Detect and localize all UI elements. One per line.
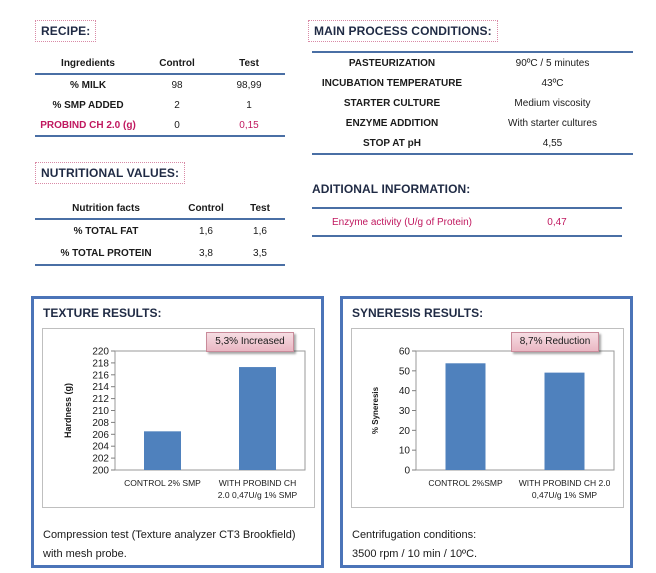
- bar: [144, 431, 181, 470]
- y-tick-label: 40: [399, 386, 411, 397]
- process-row-label: INCUBATION TEMPERATURE: [321, 77, 463, 89]
- syneresis-caption: Centrifugation conditions: 3500 rpm / 10…: [352, 526, 477, 564]
- recipe-header-test: Test: [213, 53, 285, 75]
- texture-caption: Compression test (Texture analyzer CT3 B…: [43, 526, 295, 564]
- additional-label: Enzyme activity (U/g of Protein): [312, 207, 492, 237]
- nutrition-row-control: 1,6: [199, 225, 213, 237]
- process-row-label: STOP AT pH: [312, 133, 472, 155]
- category-label: 0,47U/g 1% SMP: [532, 490, 598, 500]
- process-row-value: With starter cultures: [508, 117, 597, 129]
- recipe-row-test: 1: [246, 99, 252, 111]
- y-axis-label: % Syneresis: [371, 386, 380, 434]
- y-tick-label: 0: [404, 466, 410, 477]
- recipe-table: Ingredients Control Test % MILK 98 98,99…: [35, 53, 285, 137]
- process-row-value: 4,55: [472, 133, 633, 155]
- syneresis-badge: 8,7% Reduction: [511, 332, 599, 352]
- y-tick-label: 214: [92, 382, 109, 393]
- bar: [239, 367, 276, 470]
- recipe-row-name: % SMP ADDED: [52, 99, 124, 111]
- texture-chart: 200 202 204 206 208 210 212 214 216 218 220 Hardnes…: [42, 328, 315, 508]
- nutrition-row-name: % TOTAL PROTEIN: [35, 242, 177, 266]
- plot-area: [114, 350, 306, 471]
- table-row: STARTER CULTURE Medium viscosity: [312, 93, 633, 113]
- y-tick-label: 202: [92, 454, 109, 465]
- process-row-value: 90ºC / 5 minutes: [472, 51, 633, 73]
- y-tick-label: 30: [399, 406, 411, 417]
- nutrition-row-test: 3,5: [235, 242, 285, 266]
- additional-table: Enzyme activity (U/g of Protein) 0,47: [312, 207, 622, 237]
- recipe-title: RECIPE:: [35, 20, 97, 42]
- y-tick-label: 218: [92, 358, 109, 369]
- category-label: CONTROL 2% SMP: [124, 478, 201, 488]
- texture-caption-line1: Compression test (Texture analyzer CT3 B…: [43, 529, 296, 541]
- table-row: % SMP ADDED 2 1: [35, 95, 285, 115]
- y-tick-label: 60: [399, 347, 411, 358]
- recipe-row-name: PROBIND CH 2.0 (g): [35, 115, 141, 137]
- y-tick-label: 208: [92, 418, 109, 429]
- process-row-label: ENZYME ADDITION: [345, 117, 439, 129]
- recipe-row-test: 98,99: [236, 79, 262, 91]
- syneresis-chart: 0 10 20 30 40 50 60 % Syneresis CONTROL 2%SMP WIT…: [351, 328, 624, 508]
- y-tick-label: 210: [92, 406, 109, 417]
- y-tick-label: 216: [92, 370, 109, 381]
- table-row: ENZYME ADDITION With starter cultures: [312, 113, 633, 133]
- category-label: 2.0 0,47U/g 1% SMP: [218, 490, 298, 500]
- recipe-header-ingredients: Ingredients: [35, 53, 141, 75]
- recipe-row-name: % MILK: [69, 79, 107, 91]
- recipe-row-control: 0: [141, 115, 213, 137]
- nutrition-row-control: 3,8: [177, 242, 235, 266]
- y-tick-label: 206: [92, 430, 109, 441]
- recipe-row-test: 0,15: [213, 115, 285, 137]
- category-label: WITH PROBIND CH 2.0: [519, 478, 611, 488]
- recipe-header-control: Control: [141, 53, 213, 75]
- recipe-row-control: 2: [174, 99, 180, 111]
- nutrition-header-control: Control: [177, 198, 235, 220]
- process-table: PASTEURIZATION 90ºC / 5 minutes INCUBATI…: [312, 51, 633, 155]
- table-row: PROBIND CH 2.0 (g) 0 0,15: [35, 115, 285, 137]
- nutrition-header-facts: Nutrition facts: [35, 198, 177, 220]
- table-row: % MILK 98 98,99: [35, 74, 285, 95]
- process-title: MAIN PROCESS CONDITIONS:: [308, 20, 498, 42]
- syneresis-caption-line2: 3500 rpm / 10 min / 10ºC.: [352, 548, 478, 560]
- syneresis-caption-line1: Centrifugation conditions:: [352, 529, 477, 541]
- texture-badge: 5,3% Increased: [206, 332, 294, 352]
- process-row-label: PASTEURIZATION: [312, 51, 472, 73]
- table-row: INCUBATION TEMPERATURE 43ºC: [312, 73, 633, 93]
- texture-panel: TEXTURE RESULTS: 200 202 204 206 208 210 212 21…: [31, 296, 324, 568]
- bar: [544, 372, 585, 470]
- table-row: % TOTAL FAT 1,6 1,6: [35, 219, 285, 242]
- y-axis-label: Hardness (g): [63, 383, 73, 438]
- texture-title: TEXTURE RESULTS:: [43, 306, 162, 320]
- table-row: Enzyme activity (U/g of Protein) 0,47: [312, 207, 622, 237]
- nutrition-row-name: % TOTAL FAT: [73, 225, 139, 237]
- nutrition-title: NUTRITIONAL VALUES:: [35, 162, 186, 184]
- additional-value: 0,47: [492, 207, 622, 237]
- bar: [445, 363, 486, 470]
- nutrition-header-test: Test: [235, 198, 285, 220]
- table-row: PASTEURIZATION 90ºC / 5 minutes: [312, 51, 633, 73]
- process-row-value: Medium viscosity: [514, 97, 591, 109]
- syneresis-chart-svg: 0 10 20 30 40 50 60 % Syneresis CONTROL 2%SMP WIT…: [371, 347, 615, 500]
- table-row: STOP AT pH 4,55: [312, 133, 633, 155]
- syneresis-panel: SYNERESIS RESULTS: 0 10 20 30 40 50 60 % Synere…: [340, 296, 633, 568]
- process-row-label: STARTER CULTURE: [343, 97, 441, 109]
- category-label: CONTROL 2%SMP: [428, 478, 503, 488]
- category-label: WITH PROBIND CH: [219, 478, 296, 488]
- y-tick-label: 20: [399, 426, 411, 437]
- y-tick-label: 50: [399, 366, 411, 377]
- nutrition-row-test: 1,6: [253, 225, 267, 237]
- syneresis-title: SYNERESIS RESULTS:: [352, 306, 484, 320]
- table-row: % TOTAL PROTEIN 3,8 3,5: [35, 242, 285, 266]
- process-row-value: 43ºC: [541, 77, 564, 89]
- y-tick-label: 10: [399, 446, 411, 457]
- y-tick-label: 220: [92, 347, 109, 358]
- texture-caption-line2: with mesh probe.: [43, 548, 127, 560]
- nutrition-table: Nutrition facts Control Test % TOTAL FAT…: [35, 198, 285, 266]
- recipe-row-control: 98: [171, 79, 183, 91]
- y-tick-label: 200: [92, 466, 109, 477]
- y-tick-label: 204: [92, 442, 109, 453]
- y-tick-label: 212: [92, 394, 109, 405]
- additional-title: ADITIONAL INFORMATION:: [312, 179, 471, 199]
